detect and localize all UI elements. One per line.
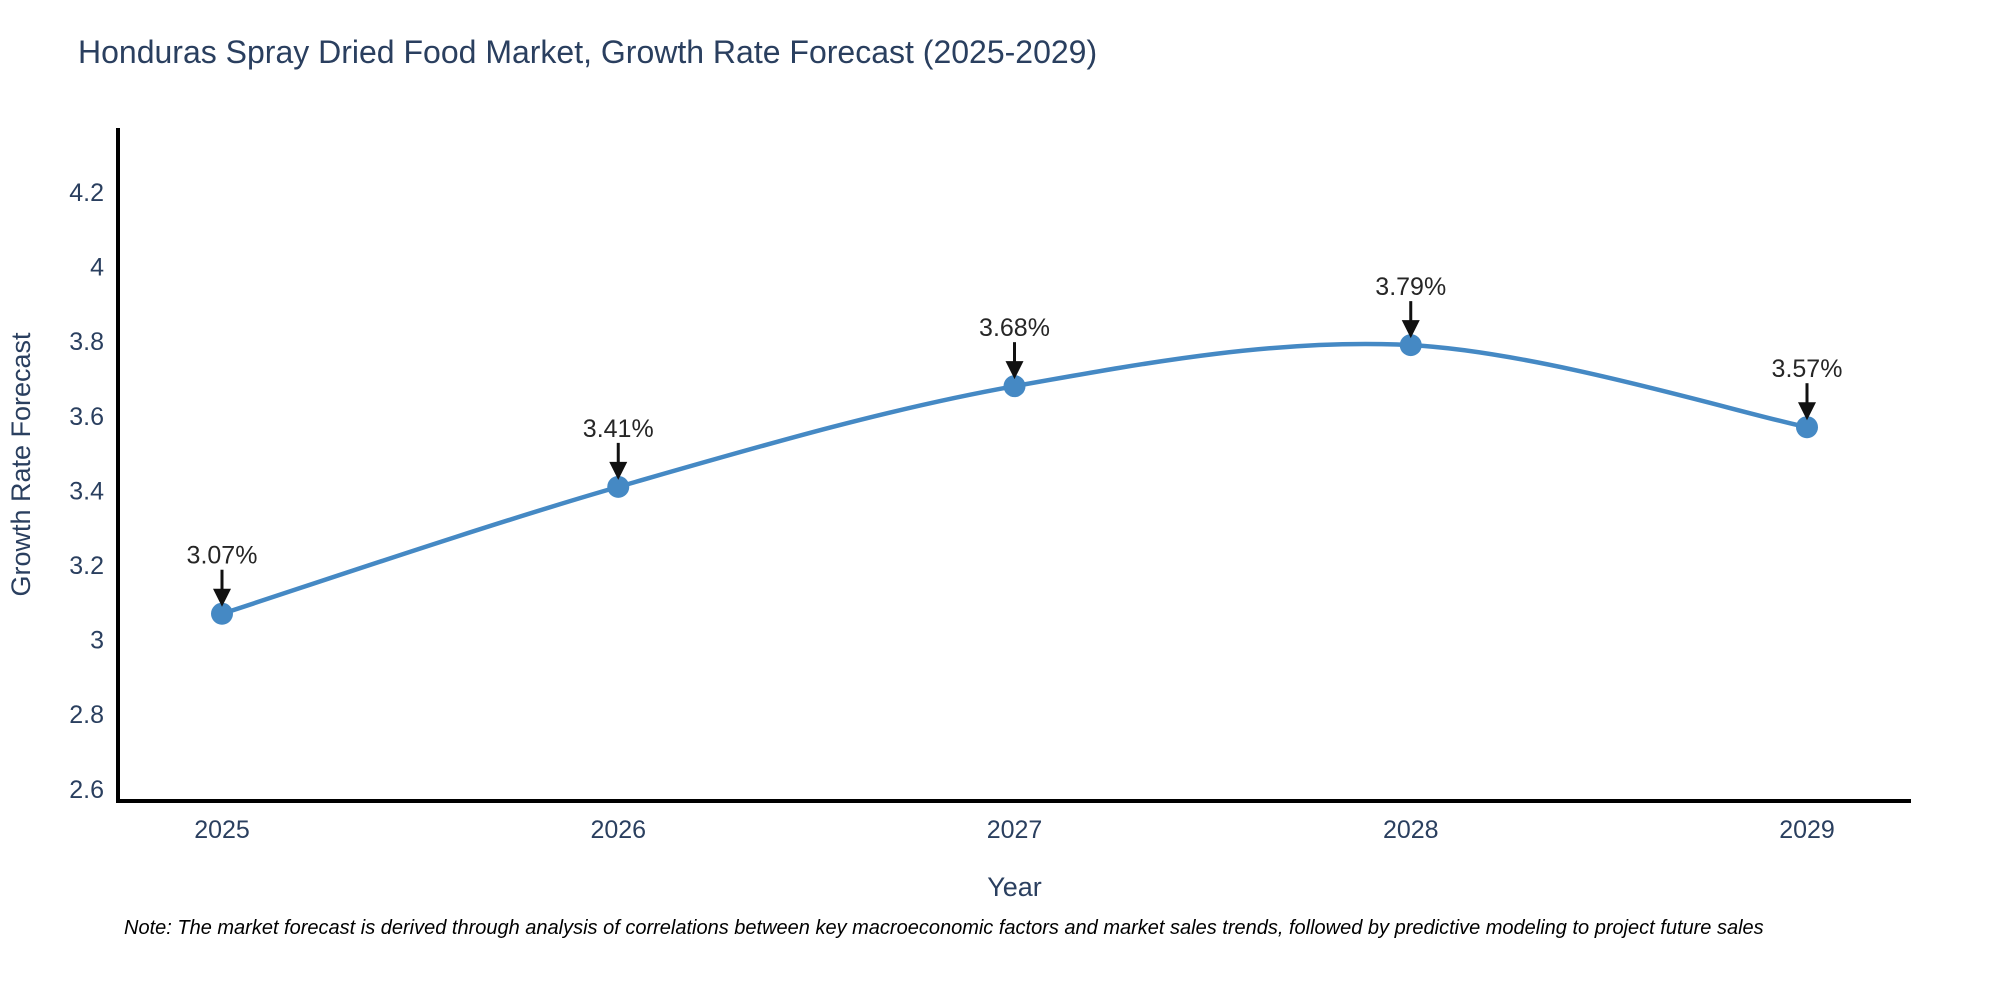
y-tick-label: 4 <box>90 254 104 282</box>
y-tick-label: 3 <box>90 627 104 655</box>
y-axis-title: Growth Rate Forecast <box>6 332 36 597</box>
data-point-2025 <box>211 602 233 625</box>
data-point-2026 <box>607 475 630 498</box>
data-point-2029 <box>1796 416 1818 439</box>
point-value-label: 3.79% <box>1375 273 1446 301</box>
annotation-arrow-head <box>1798 402 1816 421</box>
y-tick-label: 3.4 <box>69 477 104 505</box>
point-value-label: 3.07% <box>187 542 258 570</box>
annotation-arrow-head <box>609 461 628 480</box>
point-value-label: 3.41% <box>583 415 654 443</box>
x-axis-title: Year <box>987 872 1042 902</box>
footnote: Note: The market forecast is derived thr… <box>124 917 1764 939</box>
y-tick-label: 3.6 <box>69 403 104 431</box>
y-tick-label: 2.8 <box>69 701 104 729</box>
y-tick-label: 4.2 <box>69 179 104 207</box>
chart-title: Honduras Spray Dried Food Market, Growth… <box>78 34 1098 70</box>
x-tick-label: 2025 <box>194 816 250 844</box>
data-point-2028 <box>1399 334 1422 357</box>
x-tick-label: 2028 <box>1383 816 1439 844</box>
point-value-label: 3.57% <box>1772 355 1843 383</box>
y-tick-label: 2.6 <box>69 776 104 804</box>
y-tick-label: 3.8 <box>69 328 104 356</box>
x-tick-label: 2029 <box>1779 816 1835 844</box>
x-tick-label: 2026 <box>590 816 646 844</box>
y-tick-label: 3.2 <box>69 552 104 580</box>
data-point-2027 <box>1003 375 1026 398</box>
annotation-arrow-head <box>213 588 231 607</box>
point-value-label: 3.68% <box>979 314 1050 342</box>
annotation-arrow-head <box>1005 361 1024 380</box>
x-tick-label: 2027 <box>987 816 1043 844</box>
annotation-arrow-head <box>1401 320 1420 339</box>
